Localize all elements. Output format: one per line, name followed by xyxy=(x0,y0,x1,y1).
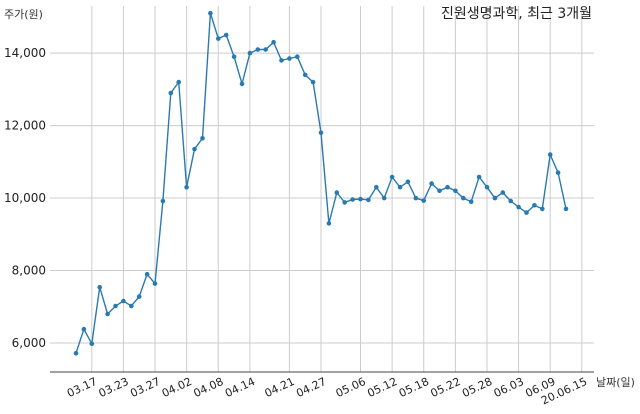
x-tick-label: 05.22 xyxy=(429,375,463,400)
data-point xyxy=(524,210,529,215)
y-tick-label: 10,000 xyxy=(4,191,46,205)
data-point xyxy=(184,184,189,190)
data-point xyxy=(295,54,300,59)
data-point xyxy=(516,204,521,210)
y-tick-label: 14,000 xyxy=(4,46,46,60)
y-tick-label: 12,000 xyxy=(4,119,46,133)
data-point xyxy=(310,79,316,85)
price-series xyxy=(73,10,569,356)
data-point xyxy=(231,54,237,59)
data-point xyxy=(461,195,466,201)
x-tick-label: 03.17 xyxy=(65,375,99,400)
y-tick-label: 8,000 xyxy=(12,264,46,278)
data-point xyxy=(334,190,340,195)
data-point xyxy=(200,136,205,141)
data-point xyxy=(121,298,126,304)
data-point xyxy=(208,10,213,16)
data-point xyxy=(81,326,87,332)
x-tick-label: 04.08 xyxy=(191,375,225,400)
y-tick-label: 6,000 xyxy=(12,336,46,350)
x-tick-label: 04.27 xyxy=(294,375,328,400)
data-point xyxy=(381,195,387,201)
x-axis-title: 날짜(일) xyxy=(596,375,635,389)
data-point xyxy=(136,294,142,299)
y-axis-title: 주가(원) xyxy=(4,8,43,21)
data-point xyxy=(255,47,261,52)
data-point xyxy=(129,303,134,309)
data-point xyxy=(555,170,561,175)
data-point xyxy=(279,58,284,63)
data-point xyxy=(287,56,292,61)
x-tick-label: 06.03 xyxy=(492,375,526,400)
data-point xyxy=(358,196,363,202)
data-point xyxy=(484,184,490,190)
data-point xyxy=(366,197,371,203)
y-tick-labels: 6,000 8,000 10,000 12,000 14,000 xyxy=(4,46,46,350)
data-point xyxy=(342,200,348,205)
data-point xyxy=(389,174,395,180)
x-tick-label: 05.12 xyxy=(365,375,399,400)
x-tick-label: 04.02 xyxy=(160,375,194,400)
data-point xyxy=(302,72,308,78)
data-point xyxy=(405,179,411,185)
data-point xyxy=(89,341,95,347)
data-point xyxy=(239,81,245,87)
data-point xyxy=(413,195,419,201)
data-point xyxy=(476,174,482,180)
data-point xyxy=(547,152,553,157)
data-point xyxy=(397,184,403,190)
data-point xyxy=(492,195,498,201)
data-point xyxy=(271,39,276,45)
data-point xyxy=(97,284,102,290)
data-point xyxy=(350,197,355,202)
grid-lines xyxy=(50,6,594,372)
data-point xyxy=(326,221,332,226)
x-tick-label: 05.18 xyxy=(397,375,431,400)
data-point xyxy=(563,206,569,212)
x-tick-label: 05.28 xyxy=(460,375,494,400)
data-point xyxy=(192,146,197,152)
x-tick-label: 03.23 xyxy=(97,375,131,400)
data-point xyxy=(73,350,79,356)
data-point xyxy=(318,130,324,136)
data-point xyxy=(168,90,174,96)
data-point xyxy=(453,188,458,194)
data-point xyxy=(445,184,450,190)
data-point xyxy=(160,198,166,204)
data-point xyxy=(105,311,110,317)
data-point xyxy=(429,181,434,186)
data-point xyxy=(508,198,513,204)
x-tick-label: 03.27 xyxy=(128,375,162,400)
data-point xyxy=(247,50,253,56)
data-point xyxy=(421,198,427,203)
data-point xyxy=(144,271,150,277)
data-point xyxy=(176,79,181,85)
data-point xyxy=(468,199,474,204)
data-point xyxy=(263,47,269,52)
chart-title: 진원생명과학, 최근 3개월 xyxy=(441,6,592,22)
data-point xyxy=(223,32,229,38)
data-point xyxy=(113,303,118,309)
x-tick-label: 04.14 xyxy=(223,375,257,400)
x-tick-label: 05.06 xyxy=(334,375,368,400)
data-point xyxy=(437,188,442,194)
data-point xyxy=(532,203,537,208)
data-point xyxy=(152,281,158,286)
data-point xyxy=(540,206,545,212)
data-point xyxy=(374,184,379,190)
data-point xyxy=(216,36,221,41)
x-tick-label: 04.21 xyxy=(263,375,297,400)
data-point xyxy=(500,190,506,195)
